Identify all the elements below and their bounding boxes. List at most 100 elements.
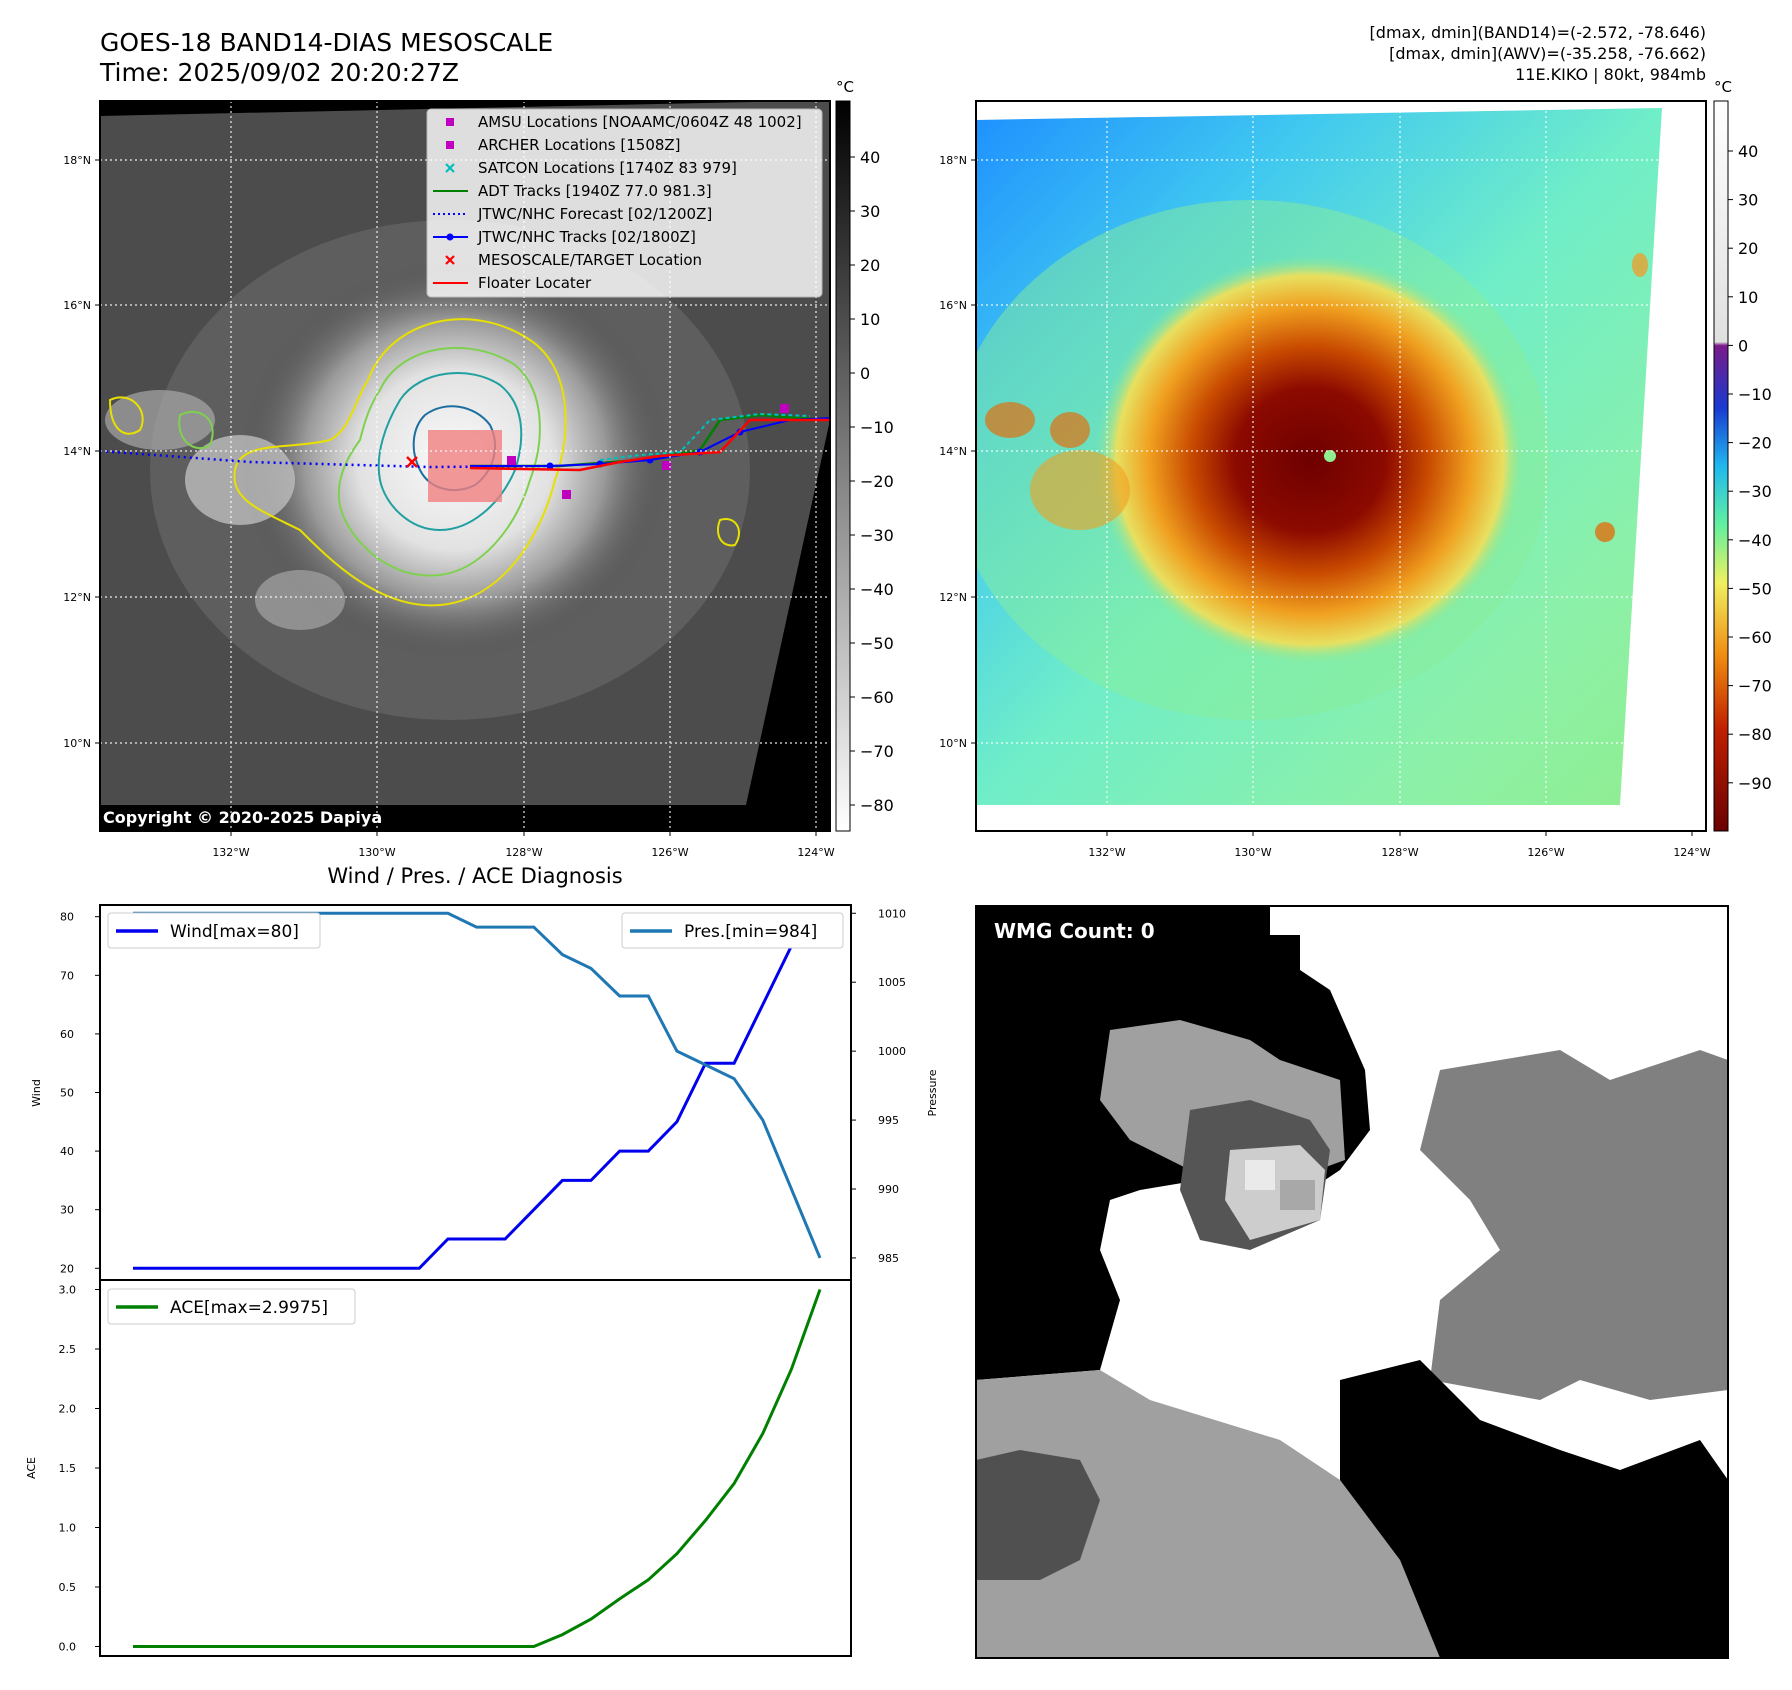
pressure-tick-label: 985 xyxy=(878,1252,899,1265)
colorbar-tick-label: 10 xyxy=(860,310,880,329)
colorbar-tick-label: −30 xyxy=(1738,482,1772,501)
legend-marker-x xyxy=(445,163,455,173)
lon-label: 126°W xyxy=(1527,846,1564,859)
colorbar-tick-label: −10 xyxy=(860,418,894,437)
wind-tick-label: 40 xyxy=(60,1145,74,1158)
colorbar-tick-label: −40 xyxy=(1738,531,1772,550)
legend-label: ADT Tracks [1940Z 77.0 981.3] xyxy=(478,182,712,200)
pressure-legend-label: Pres.[min=984] xyxy=(684,922,817,942)
ace-tick-label: 3.0 xyxy=(59,1284,77,1297)
colorbar-tick-label: −20 xyxy=(860,472,894,491)
legend-label: SATCON Locations [1740Z 83 979] xyxy=(478,159,737,177)
wind-axis-label: Wind xyxy=(30,1079,43,1107)
lat-label: 12°N xyxy=(63,591,91,604)
wv-storm xyxy=(1095,255,1525,665)
wind-tick-label: 30 xyxy=(60,1204,74,1217)
colorbar-tick-label: 30 xyxy=(1738,191,1758,210)
wind-tick-label: 70 xyxy=(60,969,74,982)
legend-label: ARCHER Locations [1508Z] xyxy=(478,136,681,154)
lon-label: 126°W xyxy=(651,846,688,859)
pressure-axis-label: Pressure xyxy=(926,1069,939,1116)
lon-label: 128°W xyxy=(505,846,542,859)
ir-contour-green xyxy=(337,346,541,577)
wmg-count-label: WMG Count: 0 xyxy=(994,919,1155,943)
legend-label: AMSU Locations [NOAAMC/0604Z 48 1002] xyxy=(478,113,802,131)
legend-label: JTWC/NHC Forecast [02/1200Z] xyxy=(477,205,712,223)
ace-tick-label: 1.5 xyxy=(59,1462,77,1475)
lon-label: 130°W xyxy=(1234,846,1271,859)
ir-floater-track xyxy=(469,418,830,472)
colorbar-tick-label: 20 xyxy=(860,256,880,275)
lat-label: 10°N xyxy=(63,737,91,750)
ir-contour-teal xyxy=(377,372,523,532)
lat-label: 14°N xyxy=(939,445,967,458)
wind-legend-label: Wind[max=80] xyxy=(170,922,299,942)
lat-label: 16°N xyxy=(939,299,967,312)
figure-time: Time: 2025/09/02 20:20:27Z xyxy=(99,58,459,87)
lon-label: 128°W xyxy=(1381,846,1418,859)
ace-tick-label: 0.0 xyxy=(59,1640,77,1653)
colorbar-tick-label: −50 xyxy=(860,634,894,653)
wind-tick-label: 80 xyxy=(60,911,74,924)
wind-legend: Wind[max=80] xyxy=(107,912,321,949)
colorbar-tick-label: −70 xyxy=(860,742,894,761)
lat-label: 14°N xyxy=(63,445,91,458)
wv-panel xyxy=(975,100,1707,832)
ir-archer-marker xyxy=(507,456,516,465)
ir-colorbar-unit: °C xyxy=(836,78,854,96)
wmg-darkgray-bottom xyxy=(976,1450,1100,1580)
ace-tick-label: 1.0 xyxy=(59,1521,77,1534)
colorbar-tick-label: −60 xyxy=(1738,628,1772,647)
ace-axis-label: ACE xyxy=(25,1457,38,1479)
colorbar-tick-label: −60 xyxy=(860,688,894,707)
ir-copyright: Copyright © 2020-2025 Dapiya xyxy=(103,808,382,827)
ace-legend: ACE[max=2.9975] xyxy=(107,1288,356,1325)
ace-legend-label: ACE[max=2.9975] xyxy=(170,1298,328,1318)
ir-target-marker xyxy=(406,456,418,468)
pressure-tick-label: 1000 xyxy=(878,1045,906,1058)
legend-label: JTWC/NHC Tracks [02/1800Z] xyxy=(477,228,696,246)
wv-colorbar-unit: °C xyxy=(1714,78,1732,96)
ir-lon-labels: 132°W 130°W 128°W 126°W 124°W xyxy=(212,831,835,859)
colorbar-tick-label: 40 xyxy=(860,148,880,167)
wmg-gray-region-right xyxy=(1420,1050,1728,1400)
colorbar-tick-label: 10 xyxy=(1738,288,1758,307)
legend-label: Floater Locater xyxy=(478,274,592,292)
ace-tick-label: 0.5 xyxy=(59,1581,77,1594)
info-storm-id: 11E.KIKO | 80kt, 984mb xyxy=(1515,65,1706,84)
ir-colorbar: °C 40 30 20 10 0 −10 −20 −30 −40 −50 −60 −70 −80 xyxy=(835,78,894,832)
colorbar-tick-label: 0 xyxy=(1738,336,1748,355)
ace-tick-label: 2.5 xyxy=(59,1343,77,1356)
ir-contour-yellow xyxy=(233,318,567,607)
ir-amsu-marker xyxy=(562,490,571,499)
wmg-panel: WMG Count: 0 xyxy=(975,905,1729,1659)
legend-marker-square xyxy=(446,141,454,149)
ace-series-line xyxy=(133,1288,822,1648)
lat-label: 16°N xyxy=(63,299,91,312)
colorbar-tick-label: −10 xyxy=(1738,385,1772,404)
ace-tick-label: 2.0 xyxy=(59,1403,77,1416)
lon-label: 132°W xyxy=(212,846,249,859)
figure-title: GOES-18 BAND14-DIAS MESOSCALE xyxy=(100,28,553,57)
colorbar-tick-label: 20 xyxy=(1738,239,1758,258)
lat-label: 12°N xyxy=(939,591,967,604)
colorbar-tick-label: −20 xyxy=(1738,434,1772,453)
lon-label: 132°W xyxy=(1088,846,1125,859)
colorbar-tick-label: −50 xyxy=(1738,579,1772,598)
ir-satcon-track xyxy=(599,412,811,461)
wv-lon-labels: 132°W 130°W 128°W 126°W 124°W xyxy=(1088,831,1711,859)
wind-tick-label: 50 xyxy=(60,1087,74,1100)
colorbar-tick-label: 40 xyxy=(1738,142,1758,161)
pressure-tick-label: 990 xyxy=(878,1183,899,1196)
lat-label: 10°N xyxy=(939,737,967,750)
wind-tick-label: 60 xyxy=(60,1028,74,1041)
colorbar-tick-label: −80 xyxy=(1738,725,1772,744)
colorbar-tick-label: 0 xyxy=(860,364,870,383)
ir-forecast-track xyxy=(100,449,561,469)
colorbar-tick-label: −80 xyxy=(860,796,894,815)
lat-label: 18°N xyxy=(939,154,967,167)
wv-colorbar: °C 40 30 20 10 0 −10 −20 −30 −40 −50 −60 −70 −80 −90 xyxy=(1713,78,1772,832)
legend-marker-square xyxy=(446,118,454,126)
pressure-tick-label: 1010 xyxy=(878,907,906,920)
ace-chart: 0.0 0.5 1.0 1.5 2.0 2.5 3.0 ACE ACE[max=2.9975… xyxy=(25,1279,852,1657)
